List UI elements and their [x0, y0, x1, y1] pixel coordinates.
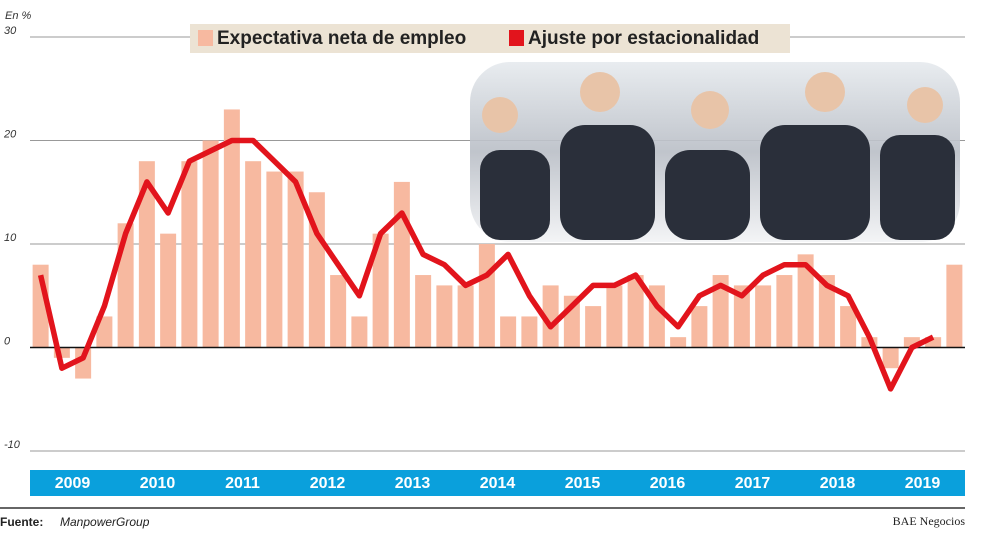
bar: [925, 337, 942, 348]
year-label: 2009: [55, 475, 91, 492]
bar: [53, 347, 70, 358]
legend-swatch: [198, 30, 213, 46]
bar: [351, 316, 368, 348]
year-label: 2018: [820, 475, 856, 492]
bar: [245, 161, 262, 348]
bar: [266, 171, 283, 348]
legend-label: Ajuste por estacionalidad: [528, 28, 759, 49]
bar: [160, 233, 177, 348]
year-band: [30, 470, 965, 496]
y-tick-label: 30: [4, 25, 17, 37]
bar: [733, 285, 750, 348]
y-tick-label: 20: [3, 128, 17, 140]
bar: [181, 161, 198, 348]
bar: [670, 337, 687, 348]
photo-people: [480, 125, 955, 240]
year-label: 2014: [480, 475, 516, 492]
legend-box: [190, 24, 790, 53]
y-tick-label: 0: [4, 335, 11, 347]
bar: [585, 306, 602, 348]
source: ManpowerGroup: [60, 515, 150, 529]
bar: [755, 285, 772, 348]
bar: [521, 316, 538, 348]
source-label: Fuente:: [0, 515, 43, 529]
bar: [818, 275, 835, 348]
y-tick-label: 10: [4, 232, 17, 244]
bar: [500, 316, 517, 348]
y-unit: En %: [5, 10, 32, 22]
year-label: 2017: [735, 475, 771, 492]
bar: [96, 316, 113, 348]
legend-swatch: [509, 30, 524, 46]
bar: [415, 275, 432, 348]
bar: [776, 275, 793, 348]
y-tick-label: -10: [4, 439, 21, 451]
bar: [946, 264, 963, 348]
bar: [308, 192, 325, 348]
bar: [797, 254, 814, 348]
line: [37, 137, 935, 392]
year-label: 2013: [395, 475, 431, 492]
bar: [202, 140, 219, 348]
year-label: 2016: [650, 475, 686, 492]
year-label: 2010: [140, 475, 176, 492]
year-label: 2012: [310, 475, 346, 492]
bar: [542, 285, 559, 348]
bar: [627, 275, 644, 348]
bar: [287, 171, 304, 348]
bar: [138, 161, 155, 348]
photo-faces: [482, 72, 943, 133]
bar: [882, 347, 899, 369]
year-label: 2011: [225, 475, 260, 492]
bar: [840, 306, 857, 348]
year-label: 2015: [565, 475, 601, 492]
legend-label: Expectativa neta de empleo: [217, 28, 466, 49]
bar: [903, 337, 920, 348]
bar: [457, 285, 474, 348]
bar: [436, 285, 453, 348]
bar: [393, 181, 410, 348]
bar: [691, 306, 708, 348]
publisher: BAE Negocios: [893, 514, 966, 528]
bar: [223, 109, 240, 348]
bar: [330, 275, 347, 348]
bar: [372, 233, 389, 348]
bar: [606, 285, 623, 348]
bar: [712, 275, 729, 348]
year-label: 2019: [905, 475, 941, 492]
bar: [478, 244, 495, 348]
